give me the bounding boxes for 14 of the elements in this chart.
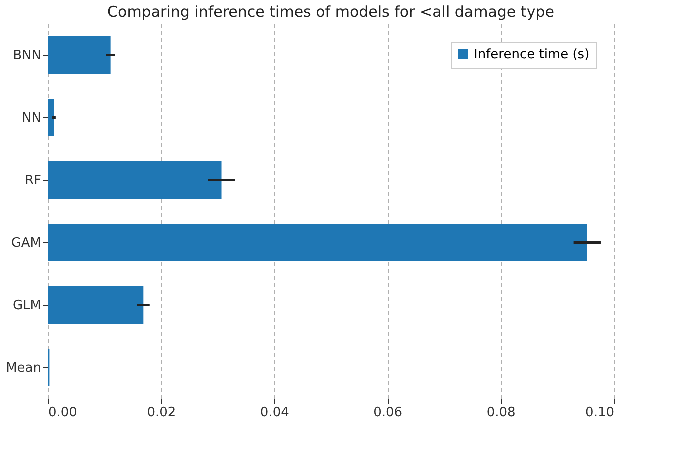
chart-title: Comparing inference times of models for <all damage type (108, 3, 554, 21)
y-tick-label: NN (22, 110, 42, 126)
y-tick-label: RF (24, 173, 42, 188)
y-tick-label: Mean (6, 360, 42, 376)
x-tick-label: 0.04 (260, 406, 290, 420)
x-tick-label: 0.10 (586, 406, 614, 420)
x-tick-label: 0.00 (48, 406, 78, 420)
y-tick-label: GLM (12, 298, 42, 314)
x-tick-label: 0.02 (147, 406, 176, 420)
legend-label: Inference time (s) (474, 48, 590, 62)
x-tick-label: 0.06 (374, 406, 403, 420)
y-tick-label: BNN (13, 48, 42, 64)
y-tick-label: GAM (11, 236, 42, 251)
x-tick-label: 0.08 (486, 406, 516, 420)
